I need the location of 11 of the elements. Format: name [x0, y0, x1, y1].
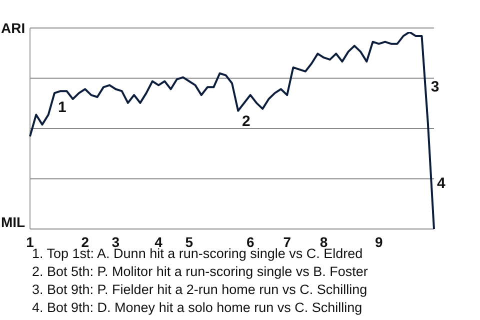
annotation: 1 — [58, 99, 66, 116]
text: ARI — [1, 20, 26, 36]
annotation: 3 — [430, 78, 440, 96]
text: MIL — [1, 214, 26, 230]
x-tick-label: 1 — [26, 234, 34, 250]
text: 4 — [436, 174, 446, 192]
text: 4. Bot 9th: D. Money hit a solo home run vs C. Schilling — [32, 299, 364, 317]
annotation: 2 — [242, 113, 250, 130]
x-tick-label: 9 — [375, 234, 384, 250]
text: 2. Bot 5th: P. Molitor hit a run-scoring single vs B. Foster — [32, 263, 369, 281]
text: 3. Bot 9th: P. Fielder hit a 2-run home run vs C. Schilling — [32, 281, 368, 299]
